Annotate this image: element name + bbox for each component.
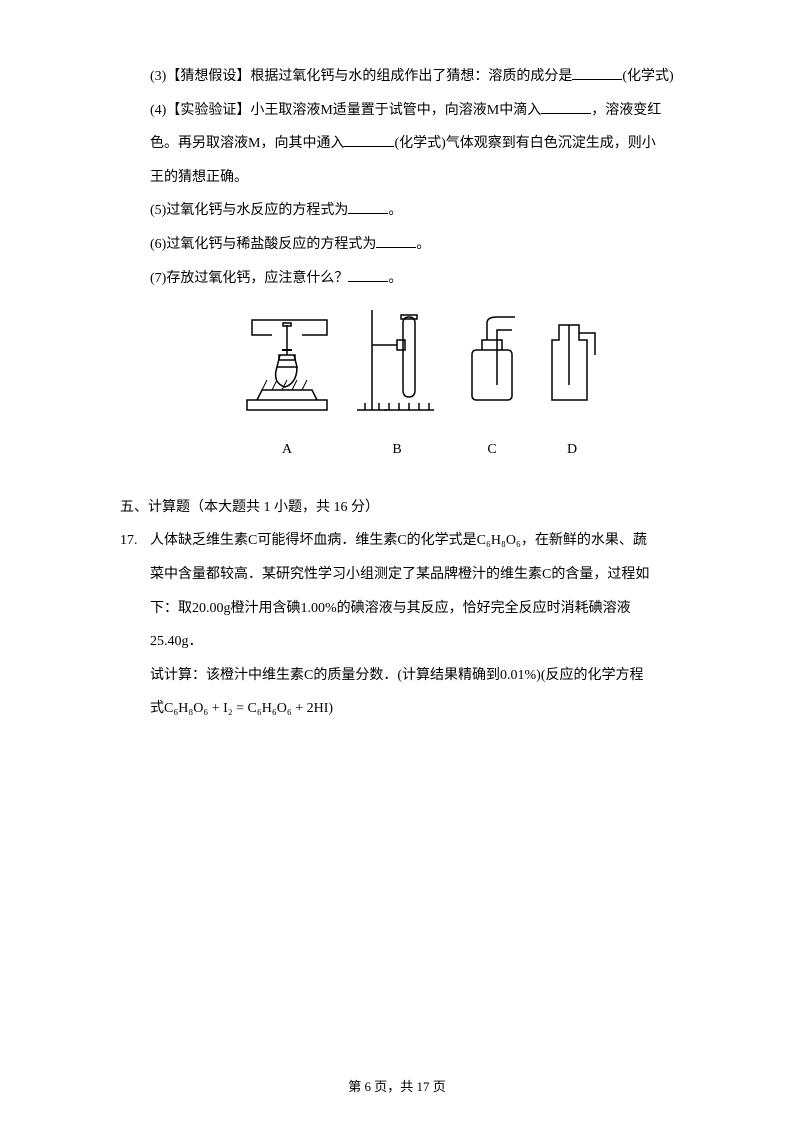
q4-line1a: (4)【实验验证】小王取溶液M适量置于试管中，向溶液M中滴入 — [150, 103, 541, 118]
q4-line1b: ，溶液变红 — [591, 103, 661, 118]
footer-prefix: 第 — [348, 1079, 364, 1094]
label-a: A — [237, 433, 337, 467]
q17-line5: 试计算：该橙汁中维生素C的质量分数．(计算结果精确到0.01%)(反应的化学方程 — [150, 659, 694, 693]
question-7: (7)存放过氧化钙，应注意什么？ 。 — [150, 262, 694, 296]
q17-line6: 式C₆H₈O₆ + I₂ = C₆H₆O₆ + 2HI) — [150, 692, 694, 726]
page-footer: 第 6 页，共 17 页 — [0, 1076, 794, 1095]
q4-line2b: (化学式)气体观察到有白色沉淀生成，则小 — [394, 136, 655, 151]
label-d: D — [537, 433, 607, 467]
q7-prefix: (7)存放过氧化钙，应注意什么？ — [150, 271, 348, 286]
footer-middle: 页，共 — [371, 1079, 417, 1094]
section-5-header: 五、计算题（本大题共 1 小题，共 16 分） — [120, 496, 694, 516]
q5-blank — [348, 200, 388, 214]
q6-prefix: (6)过氧化钙与稀盐酸反应的方程式为 — [150, 237, 376, 252]
q3-blank — [572, 66, 622, 80]
q5-suffix: 。 — [388, 203, 402, 218]
question-5: (5)过氧化钙与水反应的方程式为 。 — [150, 194, 694, 228]
label-c: C — [457, 433, 527, 467]
q17-number: 17. — [120, 524, 150, 558]
q4-blank2 — [344, 133, 394, 147]
question-4: (4)【实验验证】小王取溶液M适量置于试管中，向溶液M中滴入 ，溶液变红 — [150, 94, 694, 128]
q7-blank — [348, 268, 388, 282]
q4-blank1 — [541, 100, 591, 114]
q17-line1: 人体缺乏维生素C可能得坏血病．维生素C的化学式是C₆H₈O₆，在新鲜的水果、蔬 — [150, 524, 694, 558]
apparatus-c-icon — [457, 305, 527, 415]
label-b: B — [347, 433, 447, 467]
q3-prefix: (3)【猜想假设】根据过氧化钙与水的组成作出了猜想：溶质的成分是 — [150, 69, 572, 84]
question-6: (6)过氧化钙与稀盐酸反应的方程式为 。 — [150, 228, 694, 262]
footer-suffix: 页 — [430, 1079, 446, 1094]
apparatus-d-icon — [537, 305, 607, 415]
apparatus-b-icon — [347, 305, 447, 415]
q17-line2: 菜中含量都较高．某研究性学习小组测定了某品牌橙汁的维生素C的含量，过程如 — [150, 558, 694, 592]
q17-line4: 25.40g． — [150, 625, 694, 659]
apparatus-a-icon — [237, 305, 337, 415]
question-3: (3)【猜想假设】根据过氧化钙与水的组成作出了猜想：溶质的成分是 (化学式) — [150, 60, 694, 94]
q6-blank — [376, 234, 416, 248]
question-4-cont2: 王的猜想正确。 — [150, 161, 694, 195]
footer-total: 17 — [417, 1079, 430, 1094]
q3-suffix: (化学式) — [622, 69, 673, 84]
apparatus-diagram: A B — [150, 305, 694, 466]
q17-line3: 下：取20.00g橙汁用含碘1.00%的碘溶液与其反应，恰好完全反应时消耗碘溶液 — [150, 592, 694, 626]
q6-suffix: 。 — [416, 237, 430, 252]
q5-prefix: (5)过氧化钙与水反应的方程式为 — [150, 203, 348, 218]
question-4-cont1: 色。再另取溶液M，向其中通入 (化学式)气体观察到有白色沉淀生成，则小 — [150, 127, 694, 161]
q4-line2a: 色。再另取溶液M，向其中通入 — [150, 136, 344, 151]
q4-line3: 王的猜想正确。 — [150, 170, 248, 185]
question-17: 17. 人体缺乏维生素C可能得坏血病．维生素C的化学式是C₆H₈O₆，在新鲜的水… — [120, 524, 694, 726]
q7-suffix: 。 — [388, 271, 402, 286]
